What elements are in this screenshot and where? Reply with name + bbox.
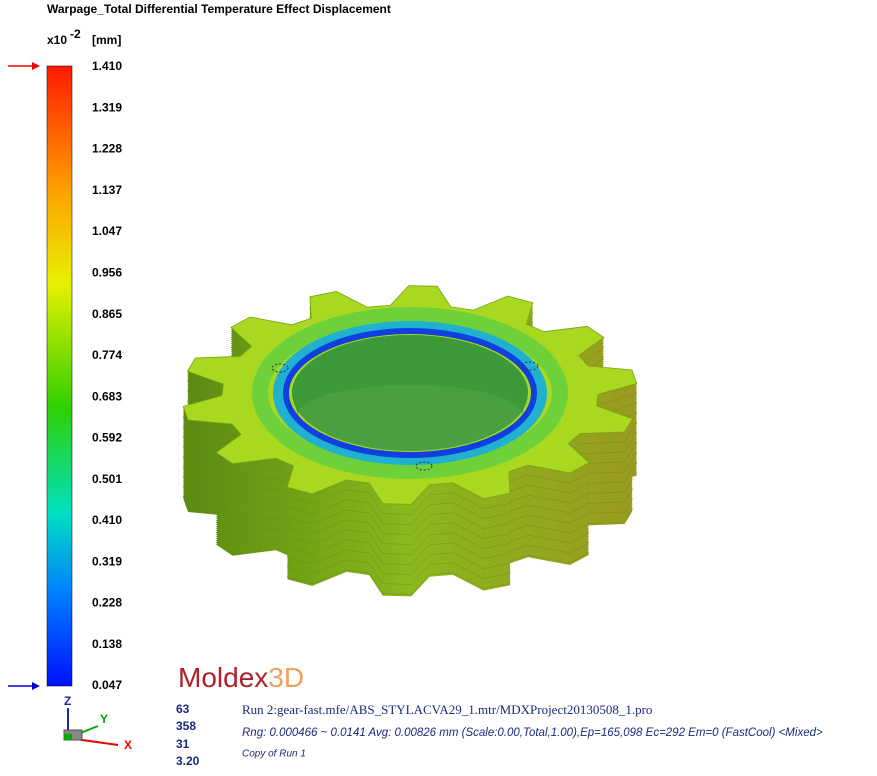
legend-label: 0.956 (92, 266, 122, 280)
legend-label: 0.047 (92, 678, 122, 692)
scale-prefix: x10 (47, 33, 67, 47)
legend-label: 1.228 (92, 142, 122, 156)
copy-line: Copy of Run 1 (242, 749, 306, 760)
legend-label: 0.774 (92, 348, 122, 362)
legend-label: 1.319 (92, 100, 122, 114)
legend-label: 0.865 (92, 307, 122, 321)
stat: 3.20 (176, 754, 200, 768)
gate-mark (271, 363, 289, 373)
gear-band (252, 307, 568, 479)
axis-z: Z (64, 694, 71, 708)
axis-x: X (124, 738, 132, 752)
legend-label: 1.047 (92, 224, 122, 238)
legend-label: 0.319 (92, 554, 122, 568)
gear-hole-wall (292, 335, 528, 415)
gear-band (283, 328, 537, 458)
logo-name: Moldex (178, 662, 268, 693)
legend-label: 0.138 (92, 637, 122, 651)
legend-label: 0.228 (92, 596, 122, 610)
legend-label: 0.683 (92, 389, 122, 403)
gear-model (182, 285, 638, 597)
stat: 358 (176, 719, 196, 733)
legend-label: 0.501 (92, 472, 122, 486)
stat: 31 (176, 737, 190, 751)
legend-label: 1.410 (92, 59, 122, 73)
gate-mark (415, 461, 433, 471)
range-line: Rng: 0.000466 ~ 0.0141 Avg: 0.00826 mm (… (242, 727, 823, 739)
run-line: Run 2:gear-fast.mfe/ABS_STYLACVA29_1.mtr… (242, 702, 652, 717)
stat: 63 (176, 702, 190, 716)
gate-mark (521, 361, 539, 371)
color-bar (46, 65, 73, 687)
legend-label: 1.137 (92, 183, 122, 197)
title: Warpage_Total Differential Temperature E… (47, 2, 391, 16)
unit: [mm] (92, 33, 121, 47)
scale-exponent: -2 (70, 27, 81, 41)
legend-label: 0.592 (92, 431, 122, 445)
logo-suffix: 3D (268, 662, 304, 693)
gear-band (273, 321, 547, 465)
legend-label: 0.410 (92, 513, 122, 527)
logo: Moldex3D (178, 662, 304, 693)
bottom-arrow (8, 682, 40, 690)
axis-triad (63, 708, 119, 746)
axis-y: Y (100, 712, 108, 726)
top-arrow (8, 62, 40, 70)
